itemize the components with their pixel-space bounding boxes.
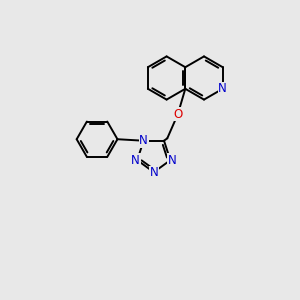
Text: N: N (149, 166, 158, 179)
Text: N: N (139, 134, 148, 147)
Text: N: N (167, 154, 176, 167)
Text: N: N (131, 154, 140, 167)
Text: N: N (218, 82, 227, 95)
Text: O: O (173, 108, 182, 121)
